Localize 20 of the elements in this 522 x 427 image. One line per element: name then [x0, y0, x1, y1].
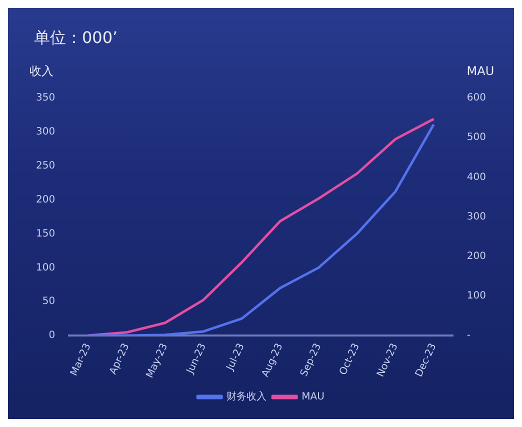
y-tick-label: 300 — [36, 126, 56, 138]
y2-tick-label: 300 — [466, 211, 486, 222]
y-axis-title: 收入 — [30, 64, 54, 78]
y-tick-label: 0 — [48, 330, 56, 342]
y-tick-label: 50 — [42, 296, 56, 308]
y2-tick-label: 100 — [466, 290, 486, 302]
chart-title: 单位：000’ — [34, 28, 118, 49]
y-tick-label: 100 — [36, 262, 56, 274]
y2-tick-label: 400 — [466, 172, 486, 183]
y-tick-label: 350 — [36, 92, 56, 104]
legend-label: MAU — [302, 392, 324, 403]
y2-axis-title: MAU — [466, 64, 494, 78]
y2-tick-label: 200 — [466, 250, 486, 262]
y-tick-label: 150 — [36, 228, 56, 240]
legend-label: 财务收入 — [226, 390, 267, 403]
y-tick-label: 200 — [36, 194, 56, 206]
y-tick-label: 250 — [36, 160, 56, 172]
y2-tick-label: - — [466, 330, 471, 342]
y2-tick-label: 600 — [466, 92, 486, 104]
y2-tick-label: 500 — [466, 132, 486, 144]
